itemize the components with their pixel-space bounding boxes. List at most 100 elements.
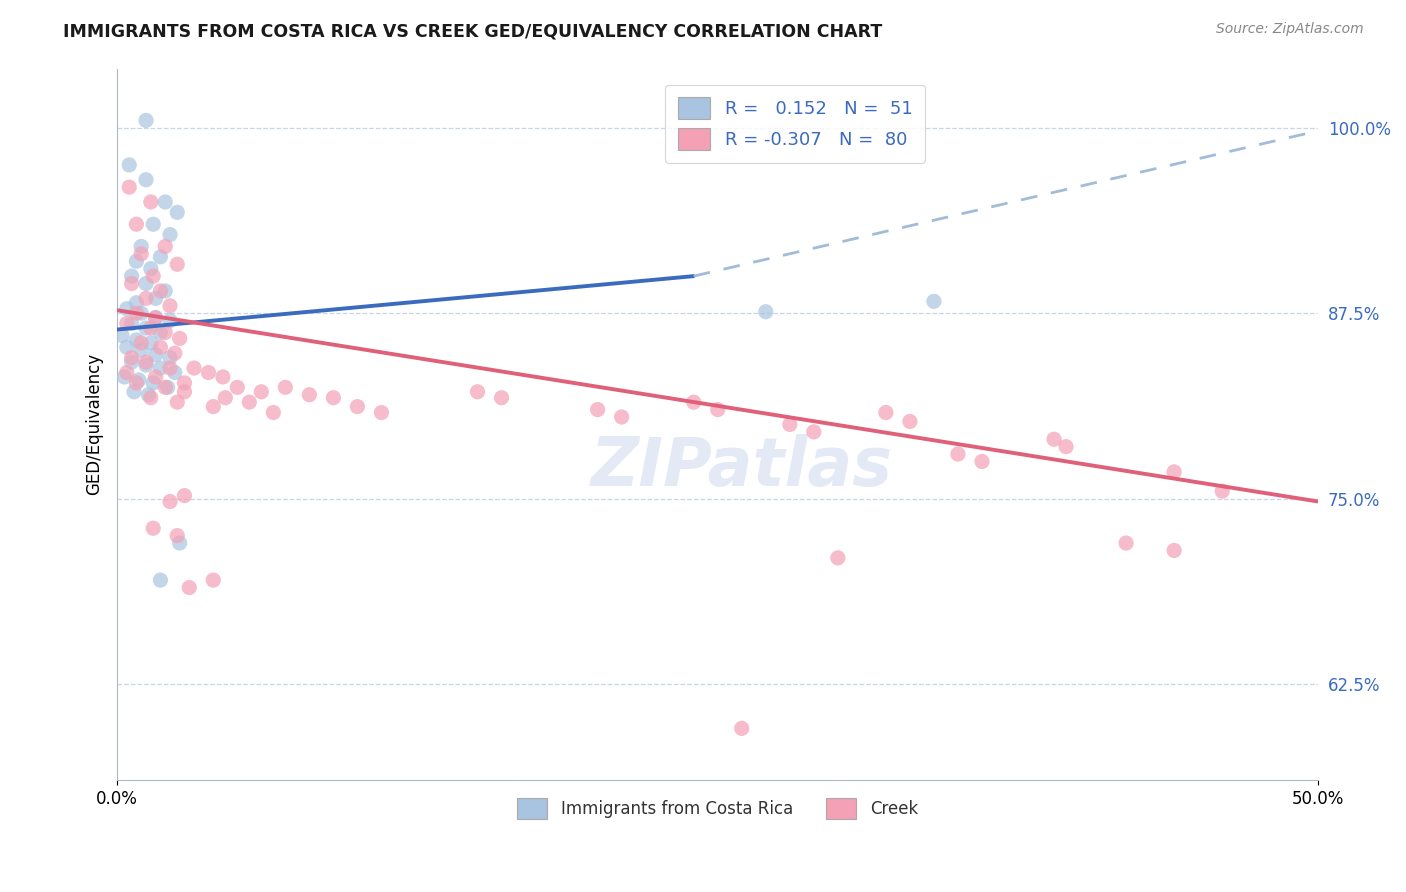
Point bbox=[142, 376, 165, 390]
Point bbox=[156, 380, 179, 394]
Point bbox=[250, 384, 273, 399]
Point bbox=[139, 391, 162, 405]
Point bbox=[202, 400, 225, 414]
Point bbox=[129, 306, 152, 320]
Point bbox=[610, 409, 633, 424]
Point bbox=[135, 172, 157, 186]
Point bbox=[467, 384, 489, 399]
Text: Source: ZipAtlas.com: Source: ZipAtlas.com bbox=[1216, 22, 1364, 37]
Point bbox=[946, 447, 969, 461]
Point bbox=[898, 414, 921, 428]
Point bbox=[135, 321, 157, 335]
Point bbox=[922, 294, 945, 309]
Point bbox=[827, 550, 849, 565]
Point bbox=[139, 335, 162, 350]
Point bbox=[166, 528, 188, 542]
Legend: Immigrants from Costa Rica, Creek: Immigrants from Costa Rica, Creek bbox=[510, 792, 925, 825]
Point bbox=[159, 227, 181, 242]
Point bbox=[145, 310, 167, 325]
Point bbox=[128, 373, 150, 387]
Point bbox=[125, 376, 148, 390]
Point bbox=[491, 391, 513, 405]
Point bbox=[135, 113, 157, 128]
Point bbox=[129, 335, 152, 350]
Point bbox=[779, 417, 801, 432]
Point bbox=[149, 340, 172, 354]
Point bbox=[121, 351, 143, 365]
Point bbox=[169, 536, 191, 550]
Point bbox=[226, 380, 249, 394]
Point bbox=[262, 405, 284, 419]
Point bbox=[322, 391, 344, 405]
Point bbox=[135, 358, 157, 372]
Point bbox=[139, 261, 162, 276]
Point bbox=[682, 395, 704, 409]
Point bbox=[115, 301, 138, 316]
Point bbox=[115, 366, 138, 380]
Point bbox=[155, 239, 177, 253]
Point bbox=[115, 340, 138, 354]
Point bbox=[755, 304, 778, 318]
Point bbox=[149, 361, 172, 376]
Point bbox=[125, 217, 148, 231]
Point bbox=[197, 366, 219, 380]
Point bbox=[121, 269, 143, 284]
Text: IMMIGRANTS FROM COSTA RICA VS CREEK GED/EQUIVALENCY CORRELATION CHART: IMMIGRANTS FROM COSTA RICA VS CREEK GED/… bbox=[63, 22, 883, 40]
Point bbox=[179, 581, 201, 595]
Point bbox=[155, 380, 177, 394]
Point bbox=[125, 306, 148, 320]
Point bbox=[173, 384, 195, 399]
Point bbox=[121, 317, 143, 331]
Point bbox=[159, 361, 181, 376]
Point bbox=[202, 573, 225, 587]
Point bbox=[166, 395, 188, 409]
Point bbox=[1163, 465, 1185, 479]
Point bbox=[803, 425, 825, 439]
Point bbox=[139, 194, 162, 209]
Point bbox=[163, 366, 186, 380]
Point bbox=[970, 454, 993, 468]
Point bbox=[142, 521, 165, 535]
Point bbox=[142, 269, 165, 284]
Point bbox=[139, 321, 162, 335]
Point bbox=[173, 376, 195, 390]
Point bbox=[129, 239, 152, 253]
Point bbox=[159, 494, 181, 508]
Point bbox=[125, 333, 148, 347]
Point bbox=[163, 346, 186, 360]
Point bbox=[731, 722, 754, 736]
Point bbox=[155, 326, 177, 340]
Point bbox=[142, 217, 165, 231]
Point bbox=[138, 388, 160, 402]
Point bbox=[125, 295, 148, 310]
Point bbox=[586, 402, 609, 417]
Point bbox=[145, 370, 167, 384]
Point bbox=[346, 400, 368, 414]
Point bbox=[212, 370, 235, 384]
Point bbox=[135, 277, 157, 291]
Point bbox=[159, 313, 181, 327]
Point bbox=[183, 361, 205, 376]
Point bbox=[149, 284, 172, 298]
Point bbox=[155, 194, 177, 209]
Point bbox=[149, 573, 172, 587]
Point bbox=[129, 343, 152, 358]
Point bbox=[129, 247, 152, 261]
Point bbox=[112, 370, 135, 384]
Point bbox=[135, 355, 157, 369]
Point bbox=[121, 277, 143, 291]
Point bbox=[121, 355, 143, 369]
Point bbox=[166, 205, 188, 219]
Point bbox=[1043, 432, 1066, 446]
Text: ZIPatlas: ZIPatlas bbox=[591, 434, 893, 500]
Point bbox=[118, 180, 141, 194]
Point bbox=[1115, 536, 1137, 550]
Point bbox=[125, 254, 148, 268]
Point bbox=[145, 291, 167, 305]
Point bbox=[166, 257, 188, 271]
Point bbox=[122, 384, 145, 399]
Point bbox=[1054, 440, 1077, 454]
Point bbox=[159, 351, 181, 365]
Point bbox=[118, 158, 141, 172]
Point bbox=[115, 317, 138, 331]
